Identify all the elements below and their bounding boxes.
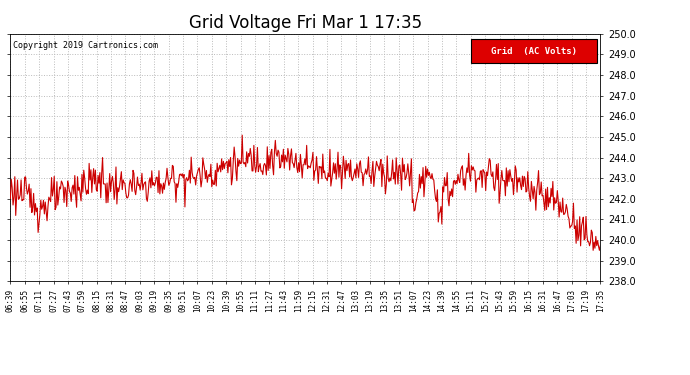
Text: Copyright 2019 Cartronics.com: Copyright 2019 Cartronics.com — [13, 41, 158, 50]
Text: Grid  (AC Volts): Grid (AC Volts) — [491, 46, 577, 56]
Title: Grid Voltage Fri Mar 1 17:35: Grid Voltage Fri Mar 1 17:35 — [189, 14, 422, 32]
Bar — [471, 39, 598, 63]
